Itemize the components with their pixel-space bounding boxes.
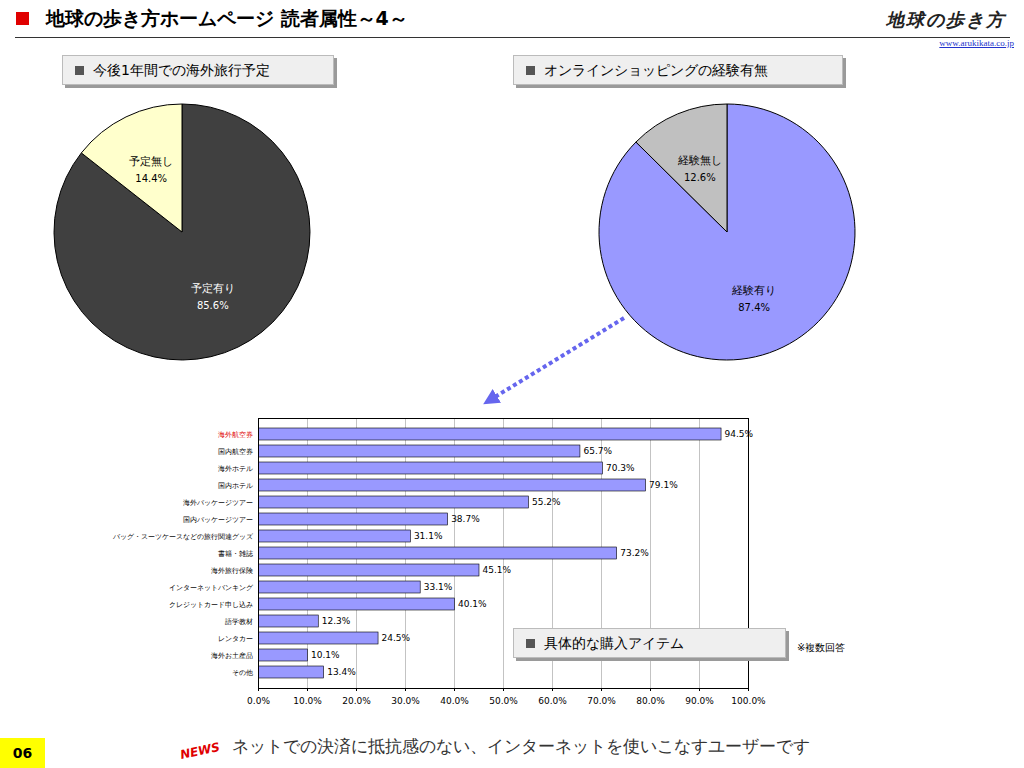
html-text:今後1年間での海外旅行予定: 今後1年間での海外旅行予定 <box>93 62 270 78</box>
svg-text:70.3%: 70.3% <box>606 463 635 473</box>
html-text:地球の歩き方: 地球の歩き方 <box>886 9 1006 30</box>
svg-text:100.0%: 100.0% <box>731 696 766 706</box>
svg-text:海外お土産品: 海外お土産品 <box>211 652 253 660</box>
svg-text:経験無し12.6%: 経験無し12.6% <box>677 154 722 183</box>
svg-text:インターネットバンキング: インターネットバンキング <box>169 584 254 592</box>
svg-text:60.0%: 60.0% <box>538 696 567 706</box>
svg-text:海外航空券: 海外航空券 <box>218 431 253 439</box>
svg-text:海外ホテル: 海外ホテル <box>218 465 253 473</box>
svg-text:書籍・雑誌: 書籍・雑誌 <box>218 550 253 558</box>
svg-text:40.1%: 40.1% <box>458 599 487 609</box>
svg-text:70.0%: 70.0% <box>587 696 616 706</box>
svg-text:海外パッケージツアー: 海外パッケージツアー <box>183 499 253 507</box>
svg-text:30.0%: 30.0% <box>391 696 420 706</box>
svg-text:24.5%: 24.5% <box>382 633 411 643</box>
svg-text:73.2%: 73.2% <box>620 548 649 558</box>
svg-text:20.0%: 20.0% <box>342 696 371 706</box>
svg-text:90.0%: 90.0% <box>685 696 714 706</box>
html-text:オンラインショッピングの経験有無: オンラインショッピングの経験有無 <box>544 62 768 78</box>
svg-text:予定無し14.4%: 予定無し14.4% <box>129 155 173 184</box>
html-text:※複数回答: ※複数回答 <box>797 642 846 653</box>
svg-text:80.0%: 80.0% <box>636 696 665 706</box>
svg-text:その他: その他 <box>232 669 253 677</box>
html-text:NEWS: NEWS <box>179 740 222 762</box>
svg-text:31.1%: 31.1% <box>414 531 443 541</box>
svg-text:国内ホテル: 国内ホテル <box>218 482 253 490</box>
svg-text:0.0%: 0.0% <box>247 696 270 706</box>
svg-text:50.0%: 50.0% <box>489 696 518 706</box>
svg-text:国内パッケージツアー: 国内パッケージツアー <box>183 516 253 524</box>
svg-text:国内航空券: 国内航空券 <box>218 448 253 456</box>
svg-text:40.0%: 40.0% <box>440 696 469 706</box>
svg-text:94.5%: 94.5% <box>725 429 754 439</box>
svg-text:79.1%: 79.1% <box>649 480 678 490</box>
svg-text:13.4%: 13.4% <box>327 667 356 677</box>
html-text:06: 06 <box>12 745 33 761</box>
svg-text:55.2%: 55.2% <box>532 497 561 507</box>
svg-text:45.1%: 45.1% <box>482 565 511 575</box>
svg-text:65.7%: 65.7% <box>583 446 612 456</box>
html-text:地球の歩き方ホームページ 読者属性～4～: 地球の歩き方ホームページ 読者属性～4～ <box>46 7 408 29</box>
svg-text:予定有り85.6%: 予定有り85.6% <box>191 282 235 311</box>
svg-text:レンタカー: レンタカー <box>218 635 253 643</box>
svg-text:語学教材: 語学教材 <box>225 618 253 626</box>
html-text:ネットでの決済に抵抗感のない、インターネットを使いこなすユー: ネットでの決済に抵抗感のない、インターネットを使いこなすユーザーです <box>232 736 810 756</box>
html-text:具体的な購入アイテム: 具体的な購入アイテム <box>544 635 684 651</box>
svg-text:海外旅行保険: 海外旅行保険 <box>211 567 253 575</box>
svg-text:10.0%: 10.0% <box>293 696 322 706</box>
svg-text:38.7%: 38.7% <box>451 514 480 524</box>
svg-text:バッグ・スーツケースなどの旅行関連グッズ: バッグ・スーツケースなどの旅行関連グッズ <box>112 533 254 541</box>
html-text:www.arukikata.co.jp: www.arukikata.co.jp <box>939 38 1014 48</box>
svg-text:33.1%: 33.1% <box>424 582 453 592</box>
svg-text:クレジットカード申し込み: クレジットカード申し込み <box>169 601 253 609</box>
svg-text:経験有り87.4%: 経験有り87.4% <box>731 284 776 313</box>
svg-text:12.3%: 12.3% <box>322 616 351 626</box>
svg-text:10.1%: 10.1% <box>311 650 340 660</box>
